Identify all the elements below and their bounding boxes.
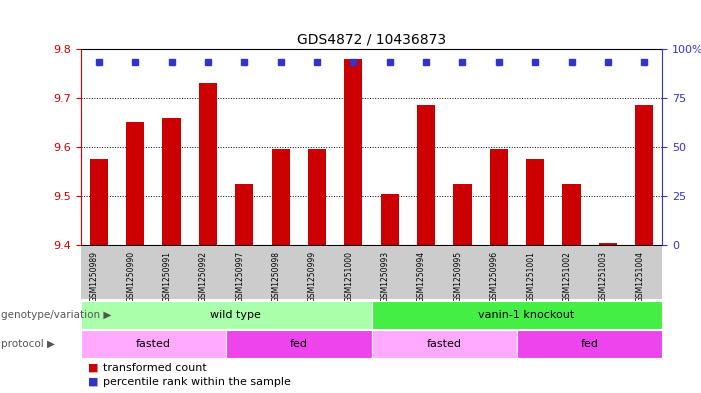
Bar — [90, 159, 108, 245]
Bar — [454, 184, 472, 245]
Bar — [599, 243, 617, 245]
Bar — [526, 159, 544, 245]
Text: GSM1250996: GSM1250996 — [490, 251, 499, 302]
Text: transformed count: transformed count — [103, 363, 207, 373]
Bar — [271, 149, 290, 245]
Bar — [235, 184, 253, 245]
Bar — [490, 149, 508, 245]
Bar — [81, 330, 226, 358]
Bar — [81, 301, 372, 329]
Text: percentile rank within the sample: percentile rank within the sample — [103, 377, 291, 387]
Text: GSM1251000: GSM1251000 — [344, 251, 353, 302]
Bar — [381, 194, 399, 245]
Text: GSM1251001: GSM1251001 — [526, 251, 535, 301]
Text: GSM1251003: GSM1251003 — [599, 251, 608, 302]
Text: GSM1250995: GSM1250995 — [454, 251, 463, 302]
Text: ■: ■ — [88, 363, 98, 373]
Bar — [344, 59, 362, 245]
Bar — [163, 118, 181, 245]
Bar — [372, 301, 662, 329]
Text: GSM1250993: GSM1250993 — [381, 251, 390, 302]
Text: ■: ■ — [88, 377, 98, 387]
Text: GSM1251002: GSM1251002 — [562, 251, 571, 301]
Text: GSM1250997: GSM1250997 — [236, 251, 244, 302]
Bar — [308, 149, 326, 245]
Text: fed: fed — [290, 339, 308, 349]
Text: fasted: fasted — [427, 339, 462, 349]
Text: wild type: wild type — [210, 310, 261, 320]
Bar — [517, 330, 662, 358]
Text: GSM1250991: GSM1250991 — [163, 251, 172, 302]
Bar — [635, 105, 653, 245]
Bar — [562, 184, 580, 245]
Text: protocol ▶: protocol ▶ — [1, 339, 55, 349]
Text: vanin-1 knockout: vanin-1 knockout — [478, 310, 574, 320]
Text: GSM1250992: GSM1250992 — [199, 251, 208, 302]
Bar — [417, 105, 435, 245]
Text: GSM1250998: GSM1250998 — [271, 251, 280, 302]
Text: GSM1250994: GSM1250994 — [417, 251, 426, 302]
Text: fasted: fasted — [136, 339, 171, 349]
Bar — [372, 330, 517, 358]
Bar — [199, 83, 217, 245]
Title: GDS4872 / 10436873: GDS4872 / 10436873 — [297, 32, 446, 46]
Bar — [126, 123, 144, 245]
Text: fed: fed — [580, 339, 599, 349]
Text: genotype/variation ▶: genotype/variation ▶ — [1, 310, 111, 320]
Bar — [226, 330, 372, 358]
Text: GSM1250990: GSM1250990 — [126, 251, 135, 302]
Text: GSM1250989: GSM1250989 — [90, 251, 99, 302]
Text: GSM1250999: GSM1250999 — [308, 251, 317, 302]
Text: GSM1251004: GSM1251004 — [635, 251, 644, 302]
